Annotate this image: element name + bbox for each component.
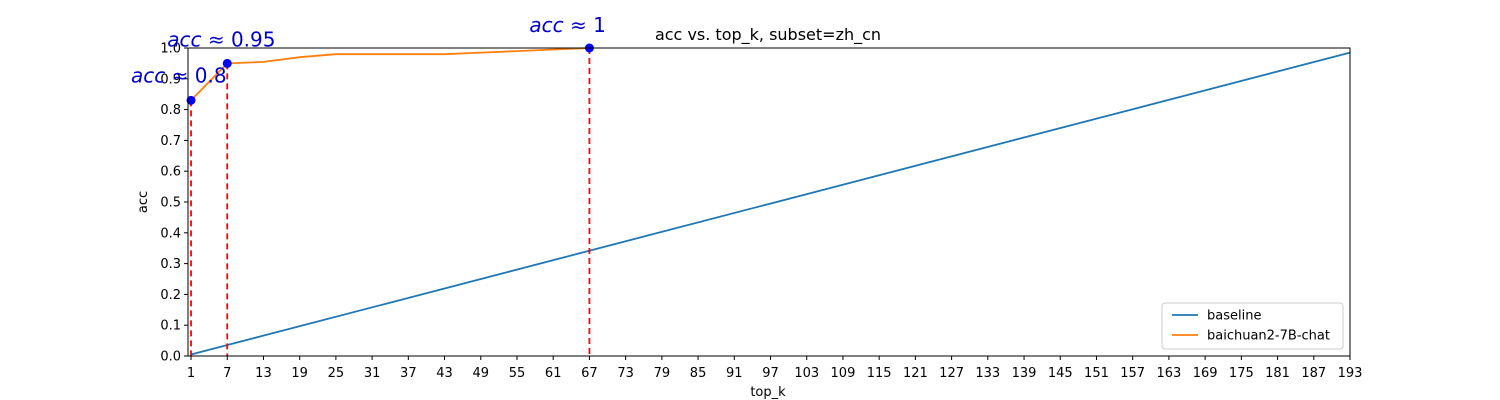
x-tick-label: 145 [1048,366,1073,381]
annotation-label-2: acc ≈ 1 [529,13,605,37]
y-tick-label: 0.3 [160,257,181,272]
x-tick-label: 121 [903,366,928,381]
x-tick-label: 61 [545,366,562,381]
x-tick-label: 157 [1120,366,1145,381]
x-tick-label: 91 [726,366,743,381]
y-tick-label: 0.1 [160,319,181,334]
y-tick-label: 0.6 [160,165,181,180]
x-tick-label: 109 [831,366,856,381]
legend-label-0: baseline [1207,309,1261,324]
x-tick-label: 97 [762,366,779,381]
y-tick-label: 0.5 [160,196,181,211]
x-tick-label: 193 [1338,366,1363,381]
chart-title: acc vs. top_k, subset=zh_cn [655,25,881,45]
x-tick-label: 85 [690,366,707,381]
y-tick-label: 0.2 [160,288,181,303]
legend: baseline baichuan2-7B-chat [1161,302,1344,350]
series-line-0 [190,51,1351,356]
y-tick-label: 1.0 [160,42,181,57]
annotation-marker-0 [186,95,196,105]
x-tick-label: 31 [364,366,381,381]
legend-box [1161,302,1344,350]
y-tick-label: 0.9 [160,72,181,87]
plot-area: 1 7 13 19 25 31 37 43 49 55 61 67 73 79 85 91 97 103 109 11… [131,13,1362,381]
x-tick-label: 1 [187,366,195,381]
y-tick-label: 0.0 [160,350,181,365]
x-axis-label: top_k [750,385,786,400]
y-tick-label: 0.7 [160,134,181,149]
x-tick-label: 133 [975,366,1000,381]
x-tick-label: 181 [1265,366,1290,381]
x-tick-label: 73 [617,366,634,381]
x-tick-label: 187 [1301,366,1326,381]
x-tick-label: 115 [867,366,892,381]
x-tick-label: 55 [509,366,526,381]
legend-label-1: baichuan2-7B-chat [1207,329,1330,344]
x-tick-label: 13 [255,366,272,381]
x-tick-label: 25 [328,366,345,381]
x-tick-label: 7 [223,366,231,381]
x-tick-label: 127 [939,366,964,381]
x-tick-label: 139 [1012,366,1037,381]
y-tick-label: 0.8 [160,103,181,118]
x-tick-label: 67 [581,366,598,381]
annotation-label-0: acc ≈ 0.8 [131,63,227,87]
series-line-1 [190,47,590,102]
annotation-marker-1 [222,58,232,68]
x-tick-label: 19 [291,366,308,381]
x-tick-label: 43 [436,366,453,381]
x-tick-label: 163 [1156,366,1181,381]
x-tick-label: 103 [794,366,819,381]
annotation-label-1: acc ≈ 0.95 [167,27,275,51]
x-tick-label: 151 [1084,366,1109,381]
x-tick-label: 79 [654,366,671,381]
x-tick-label: 169 [1193,366,1218,381]
y-axis-label: acc [136,191,151,213]
x-tick-label: 37 [400,366,417,381]
x-tick-label: 49 [472,366,489,381]
y-tick-label: 0.4 [160,226,181,241]
x-tick-label: 175 [1229,366,1254,381]
